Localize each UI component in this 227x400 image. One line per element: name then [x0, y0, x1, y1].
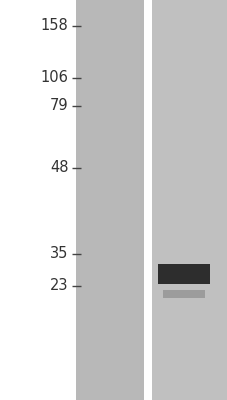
Text: 106: 106: [40, 70, 68, 86]
Text: 79: 79: [49, 98, 68, 114]
Bar: [158, 264, 209, 284]
Bar: [151, 0, 227, 400]
Bar: [76, 0, 143, 400]
Text: 48: 48: [50, 160, 68, 176]
Bar: [162, 290, 204, 298]
Text: 23: 23: [50, 278, 68, 294]
Text: 35: 35: [50, 246, 68, 262]
Bar: [143, 0, 149, 400]
Text: 158: 158: [40, 18, 68, 34]
